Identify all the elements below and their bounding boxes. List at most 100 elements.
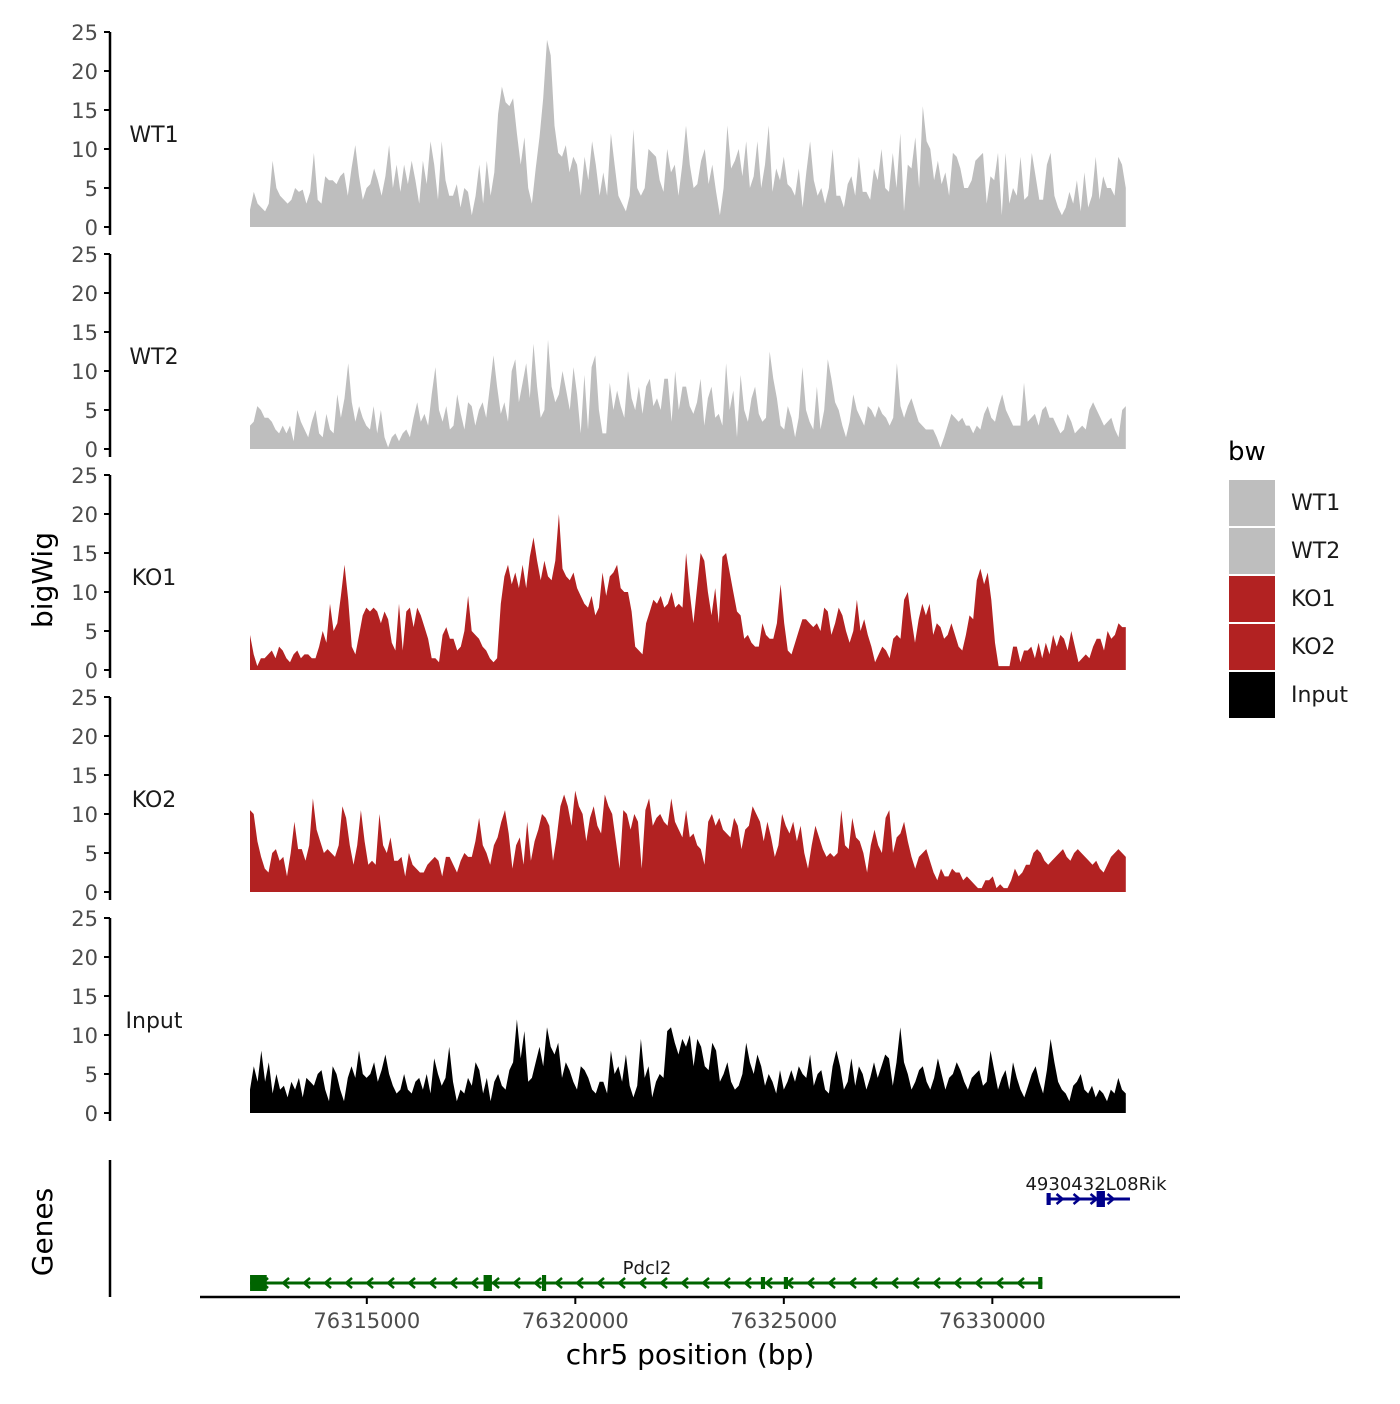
strand-arrow	[428, 1277, 437, 1289]
strand-arrow	[1016, 1277, 1025, 1289]
y-tick-label: 5	[85, 842, 98, 866]
legend-title: bw	[1228, 437, 1266, 467]
track-label: WT2	[129, 345, 178, 370]
strand-arrow	[1072, 1193, 1082, 1205]
y-tick-label: 15	[71, 542, 98, 566]
strand-arrow	[827, 1277, 836, 1289]
gene-label: 4930432L08Rik	[1025, 1174, 1167, 1195]
x-tick-label: 76330000	[939, 1309, 1046, 1333]
y-tick-label: 0	[85, 438, 98, 462]
y-tick-label: 20	[71, 946, 98, 970]
y-tick-label: 0	[85, 216, 98, 240]
track-label: KO2	[132, 788, 177, 813]
legend-swatch	[1229, 576, 1275, 622]
exon	[250, 1275, 267, 1291]
y-tick-label: 25	[71, 464, 98, 488]
strand-arrow	[365, 1277, 374, 1289]
strand-arrow	[995, 1277, 1004, 1289]
exon	[1046, 1193, 1051, 1205]
x-tick-label: 76320000	[522, 1309, 629, 1333]
legend-item-ko2: KO2	[1229, 624, 1336, 670]
y-tick-label: 5	[85, 399, 98, 423]
strand-arrow	[449, 1277, 458, 1289]
legend-label: Input	[1291, 683, 1348, 708]
strand-arrow	[722, 1277, 731, 1289]
exon	[483, 1275, 492, 1291]
legend-item-wt1: WT1	[1229, 480, 1340, 526]
y-tick-label: 10	[71, 581, 98, 605]
track-label: KO1	[132, 566, 177, 591]
y-tick-label: 10	[71, 803, 98, 827]
y-tick-label: 20	[71, 725, 98, 749]
y-tick-label: 5	[85, 1063, 98, 1087]
y-axis-title: bigWig	[26, 532, 59, 628]
y-tick-label: 10	[71, 360, 98, 384]
y-tick-label: 15	[71, 99, 98, 123]
strand-arrow	[848, 1277, 857, 1289]
y-tick-label: 10	[71, 138, 98, 162]
x-tick-label: 76325000	[730, 1309, 837, 1333]
legend-swatch	[1229, 480, 1275, 526]
strand-arrow	[575, 1277, 584, 1289]
legend-item-input: Input	[1229, 672, 1348, 718]
y-tick-label: 20	[71, 503, 98, 527]
strand-arrow	[764, 1277, 773, 1289]
signal-area	[250, 339, 1126, 449]
legend-swatch	[1229, 624, 1275, 670]
y-tick-label: 25	[71, 907, 98, 931]
signal-area	[250, 790, 1126, 892]
strand-arrow	[323, 1277, 332, 1289]
exon	[783, 1277, 788, 1289]
strand-arrow	[701, 1277, 710, 1289]
strand-arrow	[344, 1277, 353, 1289]
track-label: WT1	[129, 123, 178, 148]
strand-arrow	[617, 1277, 626, 1289]
y-tick-label: 0	[85, 1102, 98, 1126]
track-ko1: 0 5 10 15 20 25 KO1	[71, 464, 1126, 683]
y-tick-label: 15	[71, 985, 98, 1009]
strand-arrow	[869, 1277, 878, 1289]
x-axis: 76315000 76320000 76325000 76330000	[200, 1295, 1180, 1333]
strand-arrow	[911, 1277, 920, 1289]
strand-arrow	[743, 1277, 752, 1289]
y-tick-label: 0	[85, 659, 98, 683]
exon	[1038, 1277, 1043, 1289]
genes-layer: Pdcl2 4930432L08Rik	[108, 1160, 1167, 1297]
y-tick-label: 20	[71, 282, 98, 306]
signal-area	[250, 39, 1126, 227]
track-label: Input	[126, 1009, 183, 1034]
track-wt1: 0 5 10 15 20 25 WT1	[71, 21, 1126, 240]
legend-label: WT2	[1291, 539, 1340, 564]
legend-swatch	[1229, 528, 1275, 574]
legend-label: KO1	[1291, 587, 1336, 612]
legend-label: WT1	[1291, 491, 1340, 516]
strand-arrow	[806, 1277, 815, 1289]
y-tick-label: 15	[71, 764, 98, 788]
strand-arrow	[302, 1277, 311, 1289]
strand-arrow	[491, 1277, 500, 1289]
track-wt2: 0 5 10 15 20 25 WT2	[71, 243, 1126, 462]
strand-arrow	[407, 1277, 416, 1289]
y-tick-label: 10	[71, 1024, 98, 1048]
strand-arrow	[1089, 1193, 1099, 1205]
strand-arrow	[1055, 1193, 1065, 1205]
strand-arrow	[638, 1277, 647, 1289]
strand-arrow	[953, 1277, 962, 1289]
legend-label: KO2	[1291, 635, 1336, 660]
strand-arrow	[932, 1277, 941, 1289]
exon	[760, 1277, 766, 1289]
strand-arrow	[659, 1277, 668, 1289]
strand-arrow	[1106, 1193, 1116, 1205]
strand-arrow	[680, 1277, 689, 1289]
strand-arrow	[596, 1277, 605, 1289]
track-ko2: 0 5 10 15 20 25 KO2	[71, 686, 1126, 905]
strand-arrow	[386, 1277, 395, 1289]
legend-item-wt2: WT2	[1229, 528, 1340, 574]
strand-arrow	[281, 1277, 290, 1289]
y-tick-label: 5	[85, 177, 98, 201]
gene-4930432l08rik: 4930432L08Rik	[1025, 1174, 1167, 1207]
y-tick-label: 0	[85, 881, 98, 905]
legend-item-ko1: KO1	[1229, 576, 1336, 622]
legend: bw WT1 WT2 KO1 KO2 Input	[1228, 437, 1348, 718]
